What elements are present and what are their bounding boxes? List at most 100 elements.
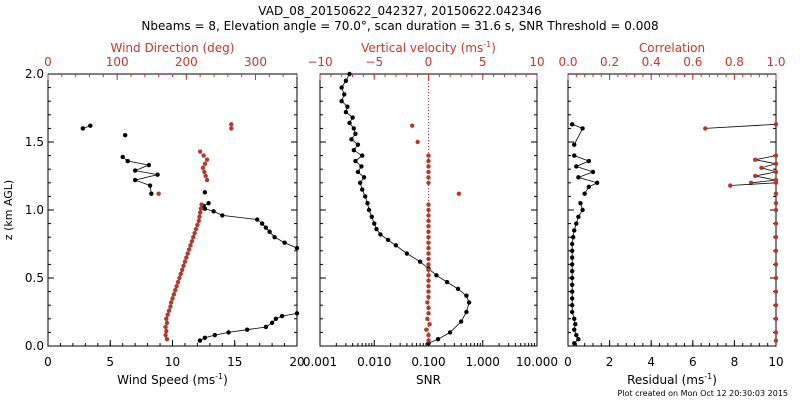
snr-point [353, 131, 358, 137]
snr-point [417, 259, 423, 264]
correlation-point [773, 221, 779, 226]
snr-point [339, 99, 344, 104]
correlation-point [773, 248, 779, 253]
residual-point [594, 180, 600, 185]
wind-direction-point [179, 267, 185, 273]
top-tick-label: 0 [44, 55, 52, 69]
wind-speed-point [226, 330, 231, 335]
correlation-point [753, 157, 758, 162]
correlation-point [773, 316, 779, 321]
bottom-tick-label: 5 [106, 355, 114, 369]
wind-speed-point [202, 335, 208, 341]
vertical-velocity-point [426, 218, 431, 224]
bottom-tick-label: 10.000 [516, 355, 558, 369]
wind-direction-point [198, 206, 204, 211]
wind-speed-point [211, 209, 216, 214]
wind-direction-point [163, 332, 168, 338]
wind-direction-point [197, 149, 203, 154]
wind-direction-point [156, 191, 161, 196]
correlation-point [753, 173, 758, 179]
bottom-tick-label: 0.001 [303, 355, 337, 369]
wind-speed-point [122, 133, 128, 138]
correlation-point [773, 122, 779, 127]
top-axis-label-text: Correlation [639, 41, 705, 55]
residual-point [586, 158, 591, 164]
wind-direction-point [203, 173, 208, 179]
wind-direction-point [168, 300, 174, 305]
vertical-velocity-point [426, 267, 431, 273]
residual-point [569, 303, 575, 308]
wind-direction-point [185, 251, 190, 256]
snr-point [361, 175, 367, 180]
bottom-axis-label-text: SNR [416, 373, 441, 387]
vertical-velocity-point [426, 289, 431, 294]
plot-frame [47, 73, 298, 347]
vertical-velocity-point [426, 305, 431, 311]
snr-point [466, 300, 472, 305]
bottom-tick-label: 0 [564, 355, 572, 369]
wind-speed-line [122, 156, 158, 194]
top-axis-label: Wind Direction (deg) [111, 41, 235, 55]
residual-point [576, 175, 581, 180]
snr-point [343, 78, 349, 84]
snr-line [341, 73, 470, 344]
top-axis-label-sup: -1 [483, 40, 491, 49]
correlation-point [773, 191, 779, 196]
residual-point [569, 255, 575, 260]
residual-point [586, 184, 591, 190]
plot-frame [567, 73, 777, 347]
correlation-point [773, 207, 779, 213]
y-tick-label: 2.0 [25, 67, 44, 81]
snr-point [347, 120, 352, 126]
snr-point [355, 142, 361, 147]
residual-point [572, 142, 577, 147]
bottom-axis-label-end: ) [223, 373, 228, 387]
top-tick-label: 0 [425, 55, 433, 69]
vertical-velocity-point [426, 235, 431, 240]
bottom-tick-label: 0.100 [411, 355, 445, 369]
bottom-tick-label: 6 [689, 355, 697, 369]
wind-speed-point [147, 183, 153, 188]
top-tick-label: 1.0 [766, 55, 785, 69]
residual-point [569, 296, 575, 301]
bottom-axis-label-sup: -1 [704, 372, 712, 381]
residual-point [569, 309, 575, 315]
bottom-tick-label: 0.010 [357, 355, 391, 369]
snr-point [369, 214, 374, 219]
vertical-velocity-point [426, 256, 431, 262]
snr-point [351, 126, 357, 131]
residual-point [572, 327, 577, 332]
residual-point [569, 275, 575, 281]
wind-direction-point [173, 288, 178, 293]
wind-speed-point [206, 201, 211, 206]
bottom-axis-label-end: ) [712, 373, 717, 387]
snr-point [359, 164, 364, 169]
snr-point [360, 153, 365, 158]
wind-direction-point [171, 292, 177, 297]
residual-point [569, 122, 575, 127]
wind-direction-point [170, 296, 175, 301]
wind-speed-point [282, 240, 287, 245]
wind-speed-point [146, 162, 152, 168]
vertical-velocity-point [426, 294, 431, 300]
residual-point [573, 322, 578, 327]
vertical-velocity-point [425, 316, 430, 321]
chart-subtitle: Nbeams = 8, Elevation angle = 70.0°, sca… [141, 19, 659, 33]
bottom-tick-label: 8 [731, 355, 739, 369]
wind-direction-point [192, 230, 197, 236]
correlation-point [773, 303, 779, 308]
wind-direction-point [197, 210, 203, 215]
correlation-point [773, 289, 779, 294]
top-axis-label-text: Wind Direction (deg) [111, 41, 235, 55]
top-tick-label: 0.4 [642, 55, 661, 69]
vertical-velocity-point [426, 180, 431, 185]
residual-point [576, 337, 581, 342]
residual-point [578, 201, 583, 206]
bottom-axis-label-text: Wind Speed (ms [117, 373, 215, 387]
wind-speed-point [155, 172, 160, 177]
snr-point [349, 137, 354, 142]
wind-direction-point [229, 122, 234, 127]
panel-residual: 0 2 4 6 8 10 0.0 0.2 0.4 0.6 0.8 1.0 Residual (ms-1)… [558, 41, 785, 387]
